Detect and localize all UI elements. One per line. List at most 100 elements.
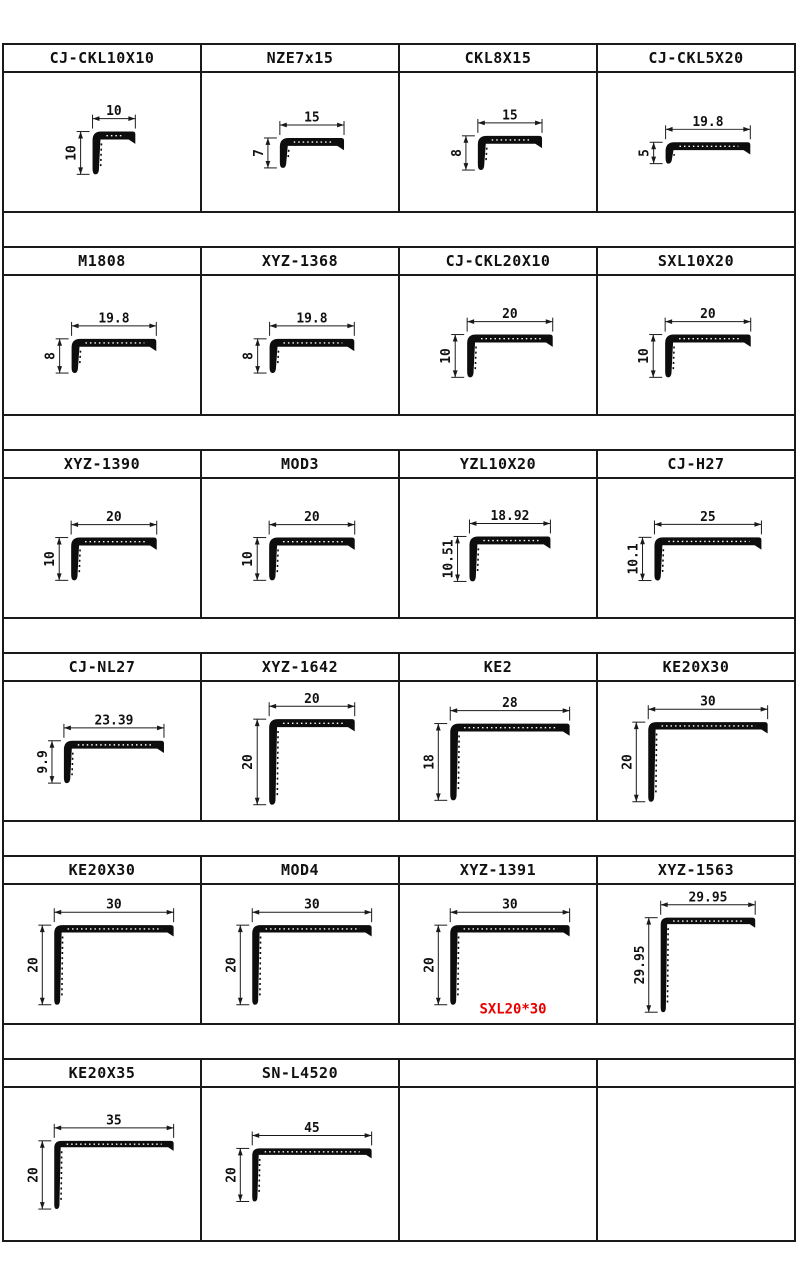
- profile-cell-CJ-CKL10X10: 10 10: [4, 73, 202, 211]
- dimension-left: 20: [26, 1140, 52, 1210]
- profile-shape: [450, 925, 570, 1005]
- profile-body-row: 20 10 20 10 18.92 10.51 25 10.1: [4, 479, 794, 617]
- dimension-top-label: 10: [106, 104, 122, 119]
- arrow-up-icon: [463, 135, 469, 143]
- profile-body-row: 19.8 8 19.8 8 20 10 20 10: [4, 276, 794, 414]
- dimension-left: 5: [638, 141, 663, 165]
- serration-side-ribs: [485, 147, 488, 163]
- profile-drawing: 30 20: [224, 898, 373, 1006]
- profile-shape: [665, 334, 751, 378]
- arrow-right-icon: [364, 909, 372, 915]
- profile-cell-XYZ-1391: 30 20 SXL20*30: [400, 885, 598, 1023]
- serration-side-ribs: [61, 936, 64, 997]
- profile-group: 30 20: [620, 695, 769, 803]
- arrow-up-icon: [57, 338, 63, 346]
- serration-side-ribs: [287, 149, 290, 161]
- model-header-row: KE20X30 MOD4 XYZ-1391 XYZ-1563: [4, 857, 794, 885]
- model-header-row: KE20X35 SN-L4520: [4, 1060, 794, 1088]
- dimension-left-label: 10: [241, 551, 256, 567]
- arrow-left-icon: [467, 319, 475, 325]
- arrow-down-icon: [39, 997, 45, 1005]
- arrow-right-icon: [754, 522, 762, 527]
- model-label: KE20X35: [68, 1064, 136, 1082]
- dimension-left-label: 20: [224, 1167, 239, 1183]
- dimension-top: 30: [53, 898, 175, 923]
- model-label: XYZ-1563: [657, 861, 735, 879]
- profile-shape: [660, 917, 756, 1013]
- dimension-top: 20: [664, 307, 752, 332]
- serration-side-ribs: [71, 752, 74, 776]
- model-header-XYZ-1368: XYZ-1368: [202, 248, 400, 274]
- profile-group: 15 8: [450, 108, 543, 171]
- profile-body-row: 35 20 45 20: [4, 1088, 794, 1240]
- dimension-top-label: 30: [106, 898, 122, 913]
- dimension-left: 18: [422, 723, 448, 801]
- note-label: SXL20*30: [479, 1002, 546, 1018]
- model-label: KE20X30: [662, 658, 730, 676]
- profile-cell-KE20X30: 30 20: [598, 682, 794, 820]
- profile-group: 19.85: [638, 115, 751, 165]
- dimension-top: 18.92: [468, 509, 551, 534]
- arrow-right-icon: [562, 708, 570, 714]
- arrow-right-icon: [760, 706, 768, 712]
- model-label: YZL10X20: [459, 455, 537, 473]
- dimension-left-label: 10: [637, 348, 652, 364]
- dimension-top-label: 23.39: [94, 713, 133, 728]
- model-label: M1808: [78, 252, 126, 270]
- model-header-KE2: KE2: [400, 654, 598, 680]
- profile-group: 30 20: [224, 898, 373, 1006]
- profile-group: 15 7: [252, 111, 345, 169]
- profile-cell-SN-L4520: 45 20: [202, 1088, 400, 1240]
- dimension-top-label: 15: [502, 108, 518, 123]
- arrow-left-icon: [269, 522, 277, 528]
- model-header-CJ-CKL20X10: CJ-CKL20X10: [400, 248, 598, 274]
- arrow-down-icon: [646, 1005, 652, 1013]
- profile-cell-XYZ-1642: 20 20: [202, 682, 400, 820]
- dimension-left: 10.51: [442, 535, 467, 582]
- profile-cell-CJ-CKL20X10: 20 10: [400, 276, 598, 414]
- serration-side-ribs: [78, 549, 81, 573]
- dimension-left-label: 20: [620, 754, 635, 770]
- model-header-YZL10X20: YZL10X20: [400, 451, 598, 477]
- dimension-left-label: 20: [26, 1167, 41, 1183]
- dimension-left: 8: [450, 135, 475, 171]
- arrow-down-icon: [452, 370, 458, 378]
- dimension-top-label: 19.8: [296, 311, 327, 326]
- model-label: CJ-H27: [667, 455, 725, 473]
- dimension-left-label: 9.9: [36, 750, 51, 773]
- dimension-top-label: 28: [502, 696, 518, 711]
- arrow-left-icon: [477, 120, 485, 126]
- serration-side-ribs: [78, 350, 82, 366]
- arrow-right-icon: [562, 909, 570, 915]
- model-label: MOD3: [280, 455, 320, 473]
- dimension-top-label: 19.8: [98, 311, 129, 326]
- profile-drawing: 19.88: [44, 311, 157, 374]
- arrow-left-icon: [665, 319, 673, 325]
- arrow-left-icon: [654, 522, 662, 527]
- dimension-left: 20: [224, 924, 250, 1006]
- profile-group: 28 18: [422, 696, 571, 801]
- model-header-SXL10X20: SXL10X20: [598, 248, 794, 274]
- profile-cell-KE20X30: 30 20: [4, 885, 202, 1023]
- arrow-up-icon: [435, 723, 441, 731]
- arrow-down-icon: [265, 160, 271, 168]
- arrow-right-icon: [337, 122, 345, 128]
- profile-drawing: 19.88: [242, 311, 355, 374]
- dimension-top-label: 20: [106, 510, 122, 525]
- arrow-right-icon: [347, 703, 355, 709]
- dimension-left-label: 20: [224, 957, 239, 973]
- dimension-top: 30: [449, 898, 571, 923]
- arrow-right-icon: [128, 116, 136, 122]
- serration-side-ribs: [672, 153, 676, 157]
- dimension-top: 29.95: [660, 890, 756, 915]
- arrow-up-icon: [633, 722, 639, 730]
- model-label: CKL8X15: [464, 49, 532, 67]
- dimension-top: 20: [268, 510, 356, 535]
- arrow-up-icon: [78, 131, 83, 139]
- model-label: NZE7x15: [266, 49, 334, 67]
- serration-side-ribs: [60, 1151, 63, 1202]
- profile-shape: [71, 338, 157, 374]
- arrow-down-icon: [463, 163, 469, 171]
